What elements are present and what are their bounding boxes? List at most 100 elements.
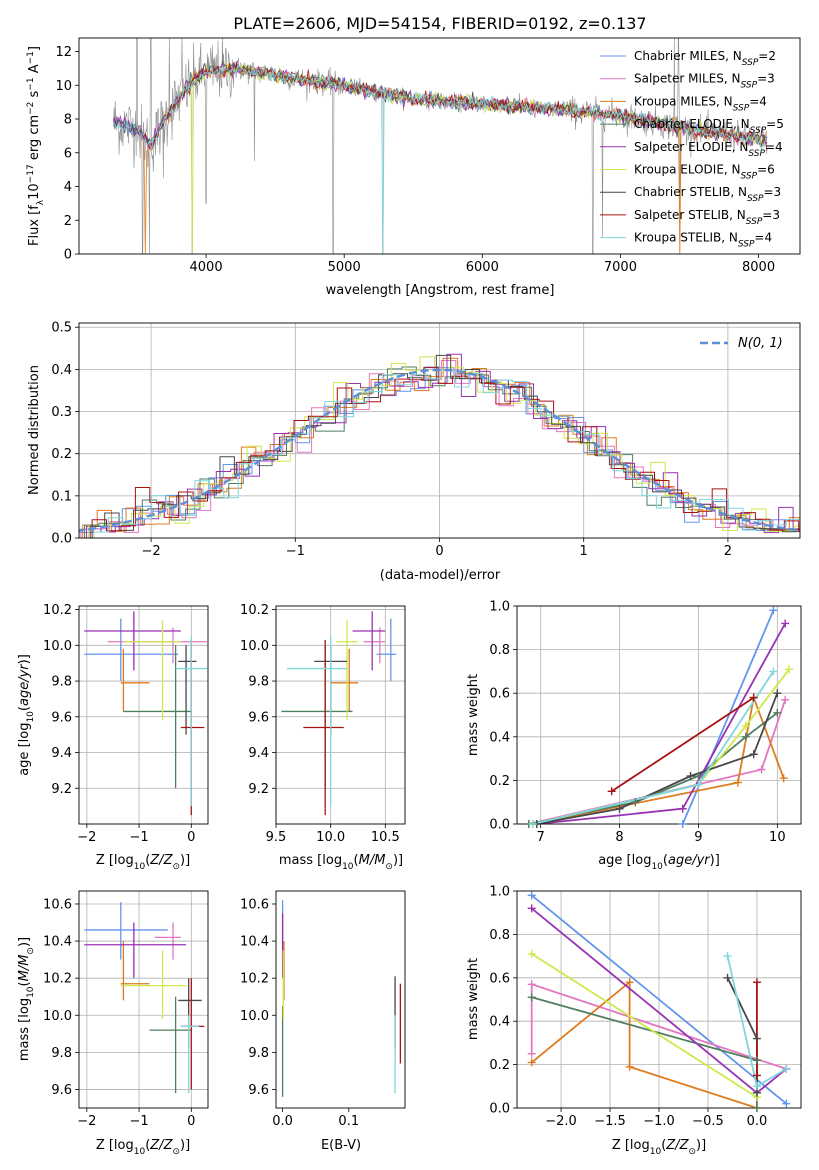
y-tick-label: 9.8 xyxy=(51,1046,72,1061)
y-tick-label: 0.4 xyxy=(489,730,510,745)
weight-marker xyxy=(527,993,536,1002)
weight-marker xyxy=(773,689,782,698)
figure-title: PLATE=2606, MJD=54154, FIBERID=0192, z=0… xyxy=(233,14,646,33)
x-tick-label: −1 xyxy=(129,830,148,845)
weight-marker xyxy=(752,978,761,987)
y-tick-label: 10.4 xyxy=(43,935,72,950)
legend-label: Salpeter ELODIE, NSSP=4 xyxy=(634,140,783,159)
x-tick-label: 8 xyxy=(615,830,623,845)
weight-marker xyxy=(781,619,790,628)
weight-marker xyxy=(752,1082,761,1091)
histogram-kroupa-miles xyxy=(82,357,800,538)
x-axis-label: Z [log10(Z/Z⊙)] xyxy=(96,853,190,872)
weight-marker xyxy=(694,772,703,781)
weight-marker xyxy=(527,904,536,913)
y-tick-label: 0 xyxy=(64,248,72,263)
weight-marker xyxy=(607,787,616,796)
weight-marker xyxy=(769,667,778,676)
x-tick-label: 0.0 xyxy=(272,1114,293,1129)
weight-marker xyxy=(749,693,758,702)
y-tick-label: 10.2 xyxy=(240,603,269,618)
axes-frame xyxy=(275,890,406,1109)
weight-marker xyxy=(785,665,794,674)
y-axis-label: Flux [fλ10−17 erg cm−2 s−1 A−1] xyxy=(26,46,46,246)
x-tick-label: 10.0 xyxy=(316,830,345,845)
y-axis-label: mass [log10(M/M⊙)] xyxy=(17,937,36,1061)
weight-marker xyxy=(625,1062,634,1071)
y-tick-label: 9.2 xyxy=(248,782,269,797)
x-axis-label: E(B-V) xyxy=(321,1138,361,1153)
y-tick-label: 10 xyxy=(55,79,72,94)
weight-line-kroupa-elodie xyxy=(532,668,790,824)
x-tick-label: −1 xyxy=(286,544,305,559)
y-axis-label: mass weight xyxy=(466,674,481,756)
x-tick-label: −2 xyxy=(77,1114,96,1129)
axes-frame xyxy=(275,605,406,825)
histogram-salpeter-stelib xyxy=(91,367,800,538)
weight-marker xyxy=(779,774,788,783)
legend-label: Kroupa MILES, NSSP=4 xyxy=(634,94,767,113)
weight-marker xyxy=(527,1049,536,1058)
x-tick-label: 0 xyxy=(187,1114,195,1129)
y-axis-label: age [log10(age/yr)] xyxy=(17,654,36,776)
legend-label: Salpeter STELIB, NSSP=3 xyxy=(634,208,780,227)
y-tick-label: 1.0 xyxy=(489,600,510,615)
legend-label: Chabrier ELODIE, NSSP=5 xyxy=(634,117,784,136)
y-tick-label: 10.2 xyxy=(43,603,72,618)
weight-metallicity-axes: −2.0 −1.5 −1.0 −0.5 0.0 0.0 0.2 0.4 0.6 0.8 1.0 Z [… xyxy=(466,885,802,1157)
y-tick-label: 10.4 xyxy=(240,935,269,950)
weight-marker xyxy=(752,1034,761,1043)
weight-marker xyxy=(527,980,536,989)
x-tick-label: 0 xyxy=(187,830,195,845)
weight-marker xyxy=(527,891,536,900)
mass-extinction-axes: 0.0 0.1 9.6 9.8 10.0 10.2 10.4 10.6 E(B-V) xyxy=(240,890,406,1153)
y-tick-label: 10.0 xyxy=(43,1009,72,1024)
plot-area xyxy=(281,900,402,1097)
y-tick-label: 10.0 xyxy=(240,1009,269,1024)
y-tick-label: 0.2 xyxy=(489,1058,510,1073)
weight-line-salpeter-stelib xyxy=(611,696,755,793)
x-axis-label: mass [log10(M/M⊙)] xyxy=(279,853,403,872)
weight-line-chabrier-miles xyxy=(681,610,775,824)
y-tick-label: 9.6 xyxy=(248,1083,269,1098)
x-tick-label: 6000 xyxy=(466,260,499,275)
weight-marker xyxy=(527,1058,536,1067)
weight-line-chabrier-stelib xyxy=(536,692,779,824)
weight-marker xyxy=(733,778,742,787)
model-spectrum-kroupa-miles xyxy=(136,63,768,254)
weight-marker xyxy=(741,721,750,730)
legend-label: Chabrier STELIB, NSSP=3 xyxy=(634,185,781,204)
x-tick-label: 4000 xyxy=(190,260,223,275)
x-tick-label: −1.5 xyxy=(594,1114,626,1129)
y-axis-label: Normed distribution xyxy=(27,365,42,495)
y-tick-label: 0.0 xyxy=(489,1102,510,1117)
weight-marker xyxy=(752,1056,761,1065)
x-axis-label: age [log10(age/yr)] xyxy=(598,853,720,872)
weight-marker xyxy=(723,973,732,982)
y-tick-label: 9.8 xyxy=(248,1046,269,1061)
y-tick-label: 0.6 xyxy=(489,971,510,986)
weight-age-axes: 7 8 9 10 0.0 0.2 0.4 0.6 0.8 1.0 age [log10(age/yr… xyxy=(466,600,802,872)
axes-frame xyxy=(78,890,209,1109)
plot-area xyxy=(79,353,800,538)
y-tick-label: 0.5 xyxy=(51,321,72,336)
age-metallicity-axes: −2 −1 0 9.2 9.4 9.6 9.8 10.0 10.2 Z [log10(Z/Z⊙)]… xyxy=(17,603,209,872)
x-tick-label: −2 xyxy=(142,544,161,559)
y-axis-label: mass weight xyxy=(466,958,481,1040)
spectrum-legend: Chabrier MILES, NSSP=2 Salpeter MILES, NS… xyxy=(600,49,784,250)
legend-label: Chabrier MILES, NSSP=2 xyxy=(634,49,776,68)
y-tick-label: 6 xyxy=(64,146,72,161)
weight-marker xyxy=(781,695,790,704)
legend-label: Salpeter MILES, NSSP=3 xyxy=(634,72,775,91)
age-mass-axes: 9.5 10.0 10.5 9.2 9.4 9.6 9.8 10.0 10.2 mass [log… xyxy=(240,603,406,872)
x-tick-label: 10 xyxy=(769,830,786,845)
weight-marker xyxy=(769,606,778,615)
y-tick-label: 0.4 xyxy=(51,363,72,378)
y-tick-label: 0.8 xyxy=(489,928,510,943)
x-tick-label: 1 xyxy=(580,544,588,559)
y-tick-label: 10.2 xyxy=(43,972,72,987)
panels: 4000 5000 6000 7000 8000024681012wavelength … xyxy=(17,37,802,1157)
weight-marker xyxy=(678,820,687,828)
y-tick-label: 12 xyxy=(55,45,72,60)
